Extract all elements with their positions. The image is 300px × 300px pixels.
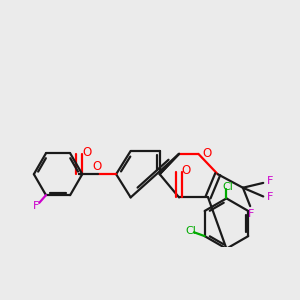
Text: Cl: Cl [186,226,196,236]
Text: F: F [33,201,40,211]
Text: F: F [267,176,273,187]
Text: F: F [267,192,273,203]
Text: F: F [248,209,254,219]
Text: Cl: Cl [222,182,233,192]
Text: O: O [82,146,92,159]
Text: O: O [93,160,102,173]
Text: O: O [202,147,212,161]
Text: O: O [181,164,190,177]
